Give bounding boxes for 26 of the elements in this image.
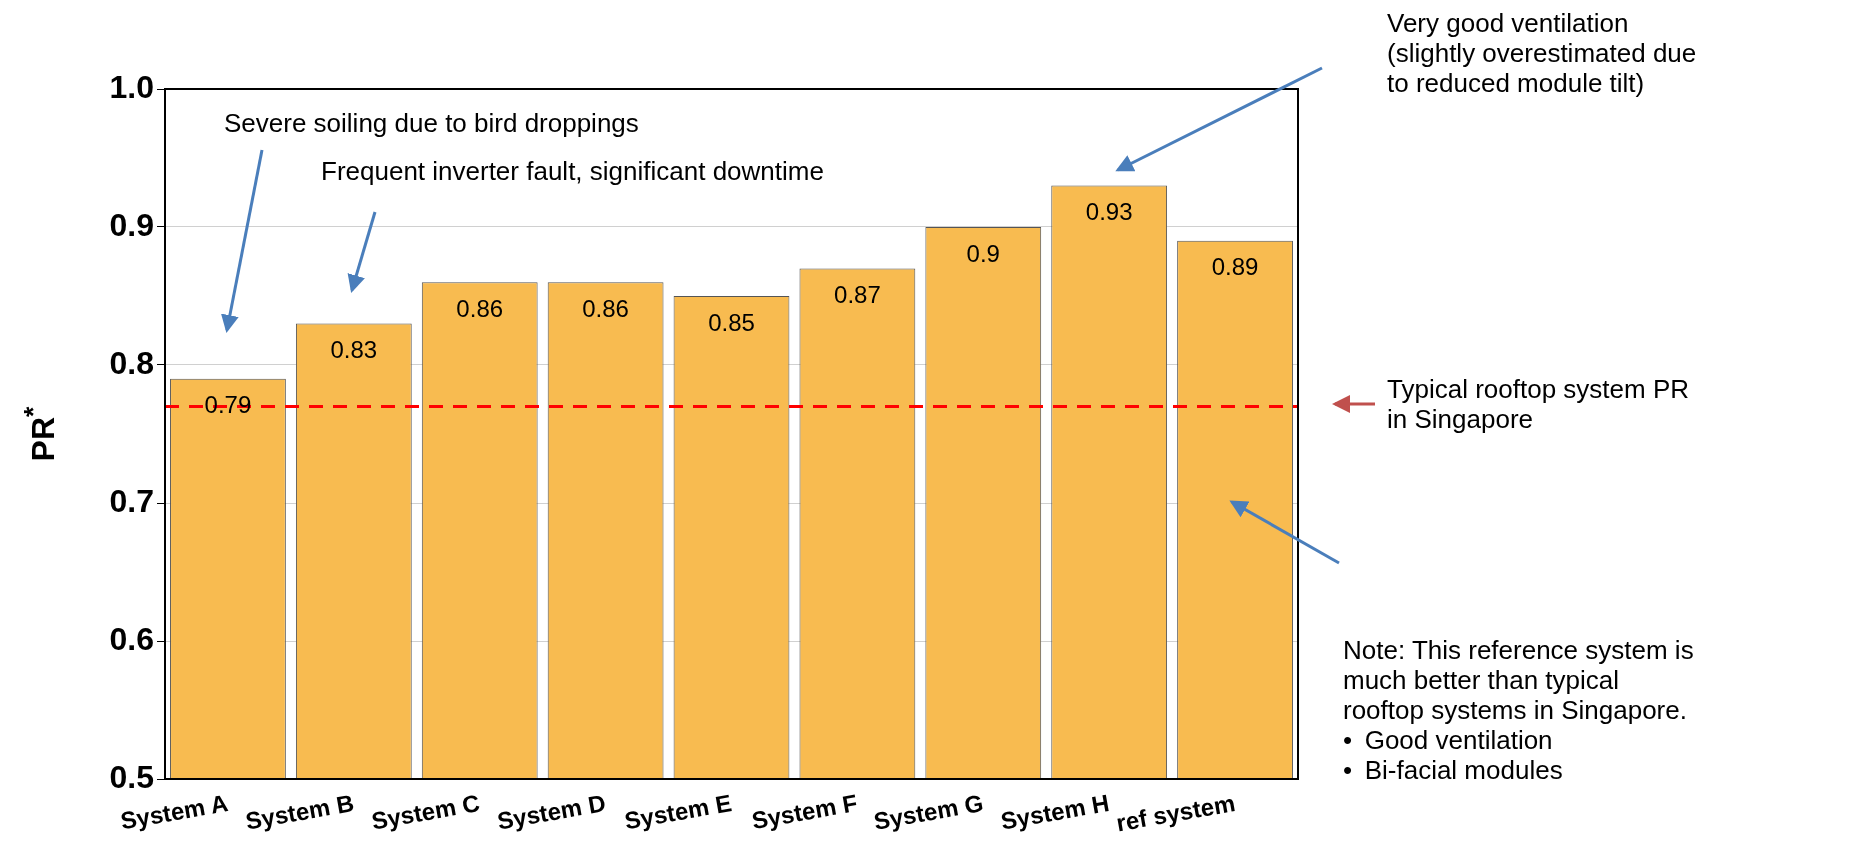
x-tick-label: System B [243,789,356,835]
x-tick-label: System H [998,789,1112,835]
data-label: 0.93 [1085,198,1133,226]
y-tick-label: 0.7 [109,482,154,519]
x-tick-label: ref system [1114,789,1238,837]
x-tick-label: System F [749,789,860,835]
data-label: 0.86 [456,294,504,322]
x-tick-label: System C [369,789,482,835]
annotation: Frequent inverter fault, significant downtime [321,156,824,186]
y-tick-label: 0.9 [109,206,154,243]
y-tick-label: 0.6 [109,620,154,657]
data-label: 0.86 [582,294,629,322]
y-tick-label: 0.8 [109,344,154,381]
text: Typical rooftop system PR in Singapore [1387,374,1689,434]
x-tick-label: System G [871,789,986,835]
data-label: 0.9 [966,239,1000,267]
y-tick-label: 1.0 [109,68,154,105]
annotation: Severe soiling due to bird droppings [224,108,639,138]
data-label: 0.83 [330,336,378,364]
data-label: 0.87 [834,281,881,309]
data-label: 0.85 [708,308,755,336]
text: Very good ventilation (slightly overestimated due to reduced module tilt) [1387,8,1697,98]
x-tick-label: System D [495,789,608,835]
x-tick-label: System E [622,789,734,835]
text: Note: This reference system is much better than typical rooftop systems in Singapore. • Good ventilation • Bi-facial modules [1343,635,1694,785]
data-label: 0.89 [1211,253,1259,281]
